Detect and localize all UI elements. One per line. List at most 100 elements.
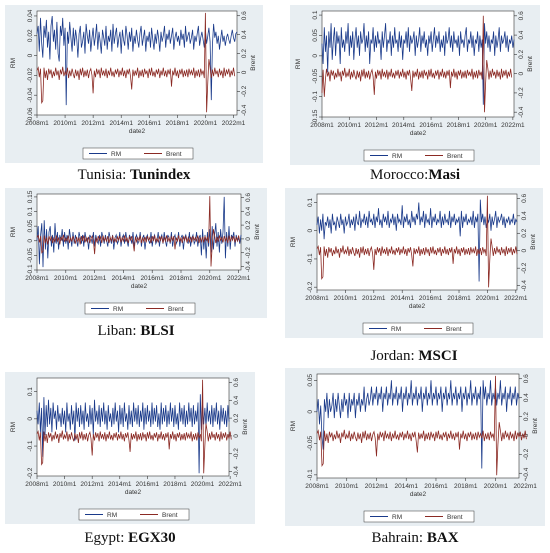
chart-liban: -0.1-0.05 0 0.05 0.1 0.15 -0.4 -0.2 0 0.2 0.4 0.6 R… <box>5 188 267 318</box>
y-right-axis-title: Brent <box>530 234 537 250</box>
x-tick-label: 2020m1 <box>198 275 222 282</box>
legend-label: RM <box>391 326 401 333</box>
y-right-tick-label: 0 <box>233 434 240 438</box>
y-left-axis-title: RM <box>10 227 17 237</box>
caption-country: Morocco: <box>370 167 429 183</box>
legend-label: Brent <box>447 514 463 521</box>
x-tick-label: 2012m1 <box>365 483 389 490</box>
x-tick-label: 2016m1 <box>136 481 160 488</box>
x-tick-label: 2008m1 <box>305 483 329 490</box>
x-tick-label: 2014m1 <box>394 483 418 490</box>
y-right-tick-label: -0.4 <box>518 106 525 118</box>
y-right-tick-label: -0.4 <box>523 467 530 479</box>
caption-index: MSCI <box>418 348 458 364</box>
x-tick-label: 2012m1 <box>81 120 105 127</box>
x-tick-label: 2020m1 <box>194 120 218 127</box>
caption-liban: Liban: BLSI <box>5 323 267 340</box>
caption-index: EGX30 <box>128 530 176 546</box>
y-right-tick-label: -0.2 <box>521 262 528 274</box>
y-right-axis-title: Brent <box>532 418 539 434</box>
y-right-tick-label: 0.4 <box>245 206 252 215</box>
legend-label: RM <box>111 151 121 158</box>
y-left-tick-label: -0.05 <box>27 248 34 263</box>
y-left-tick-label: 0.05 <box>312 29 319 42</box>
x-tick-label: 2010m1 <box>54 275 78 282</box>
y-left-tick-label: -0.1 <box>312 91 319 103</box>
x-tick-label: 2018m1 <box>454 483 478 490</box>
legend-label: RM <box>392 514 402 521</box>
y-left-tick-label: -0.2 <box>27 467 34 479</box>
chart-panel-jordan: -0.2 -0.1 0 0.1 -0.4 -0.2 0 0.2 0.4 0.6 RM Brent 200… <box>285 188 543 338</box>
y-left-tick-label: -0.2 <box>307 281 314 293</box>
x-tick-label: 2022m1 <box>501 122 525 129</box>
series-line-rm <box>36 15 238 106</box>
y-left-tick-label: 0.05 <box>307 374 314 387</box>
caption-country: Egypt: <box>84 530 129 546</box>
series-line-brent <box>36 196 241 267</box>
caption-index: Masi <box>428 167 460 183</box>
y-left-tick-label: 0.1 <box>27 387 34 396</box>
y-right-tick-label: 0.2 <box>523 412 530 421</box>
y-right-tick-label: 0.4 <box>521 211 528 220</box>
y-left-tick-label: 0 <box>27 239 34 243</box>
caption-jordan: Jordan: MSCI <box>285 348 543 365</box>
x-tick-label: 2008m1 <box>25 275 49 282</box>
chart-panel-tunisia: -0.06 -0.04 -0.02 0 0.02 0.04 -0.4 -0.2 0 0.2 0.4 0… <box>5 5 263 163</box>
legend-label: RM <box>107 512 117 519</box>
x-tick-label: 2016m1 <box>419 122 443 129</box>
x-tick-label: 2018m1 <box>169 275 193 282</box>
x-tick-label: 2022m1 <box>222 120 246 127</box>
x-tick-label: 2014m1 <box>108 481 132 488</box>
legend-box <box>362 322 474 335</box>
y-right-tick-label: 0.6 <box>233 378 240 387</box>
x-tick-label: 2008m1 <box>25 120 49 127</box>
x-tick-label: 2008m1 <box>25 481 49 488</box>
x-tick-label: 2022m1 <box>504 295 528 302</box>
legend-label: RM <box>392 153 402 160</box>
x-tick-label: 2010m1 <box>53 120 77 127</box>
y-right-tick-label: 0.4 <box>241 30 248 39</box>
y-right-tick-label: 0.6 <box>245 193 252 202</box>
x-tick-label: 2008m1 <box>310 122 334 129</box>
y-right-tick-label: 0 <box>241 70 248 74</box>
chart-panel-bahrain: -0.1 -0.05 0 0.05 -0.4 -0.2 0 0.2 0.4 0.6 RM Brent 2… <box>285 368 545 526</box>
y-right-tick-label: 0.6 <box>241 11 248 20</box>
series-line-brent <box>36 379 232 474</box>
y-right-tick-label: 0.2 <box>241 49 248 58</box>
y-right-tick-label: 0.4 <box>518 30 525 39</box>
legend-label: Brent <box>168 306 184 313</box>
y-right-tick-label: -0.4 <box>245 261 252 273</box>
y-left-tick-label: -0.04 <box>27 87 34 102</box>
y-left-tick-label: 0 <box>27 417 34 421</box>
caption-country: Liban: <box>97 323 141 339</box>
chart-panel-liban: -0.1 -0.05 0 0.05 0.1 0.15 -0.4 -0.2 0 0.2 0.4 0.6 R… <box>5 188 267 318</box>
y-left-tick-label: 0.1 <box>307 198 314 207</box>
y-left-tick-label: 0.04 <box>27 9 34 22</box>
y-right-tick-label: 0 <box>245 237 252 241</box>
y-left-tick-label: 0.15 <box>27 190 34 203</box>
x-tick-label: 2016m1 <box>419 295 443 302</box>
x-axis-title: date2 <box>409 303 426 310</box>
y-left-tick-label: -0.1 <box>307 469 314 481</box>
chart-egypt: -0.2 -0.1 0 0.1 -0.4 -0.2 0 0.2 0.4 0.6 RM Brent 200… <box>5 372 255 524</box>
series-line-rm <box>316 380 520 469</box>
x-tick-label: 2018m1 <box>447 295 471 302</box>
y-right-axis-title: Brent <box>254 224 261 240</box>
y-left-tick-label: -0.02 <box>27 68 34 83</box>
y-right-tick-label: 0.2 <box>233 413 240 422</box>
x-tick-label: 2020m1 <box>191 481 215 488</box>
y-right-tick-label: 0 <box>518 71 525 75</box>
x-tick-label: 2014m1 <box>390 295 414 302</box>
series-line-brent <box>316 375 527 476</box>
x-tick-label: 2016m1 <box>140 275 164 282</box>
x-tick-label: 2012m1 <box>365 122 389 129</box>
series-line-rm <box>316 199 518 282</box>
y-right-tick-label: -0.4 <box>241 104 248 116</box>
y-left-tick-label: -0.15 <box>312 109 319 124</box>
y-right-tick-label: -0.4 <box>233 466 240 478</box>
y-left-tick-label: 0.1 <box>312 10 319 19</box>
y-right-tick-label: -0.2 <box>241 85 248 97</box>
x-tick-label: 2010m1 <box>338 122 362 129</box>
plot-area <box>321 10 515 118</box>
series-line-rm <box>321 23 515 105</box>
